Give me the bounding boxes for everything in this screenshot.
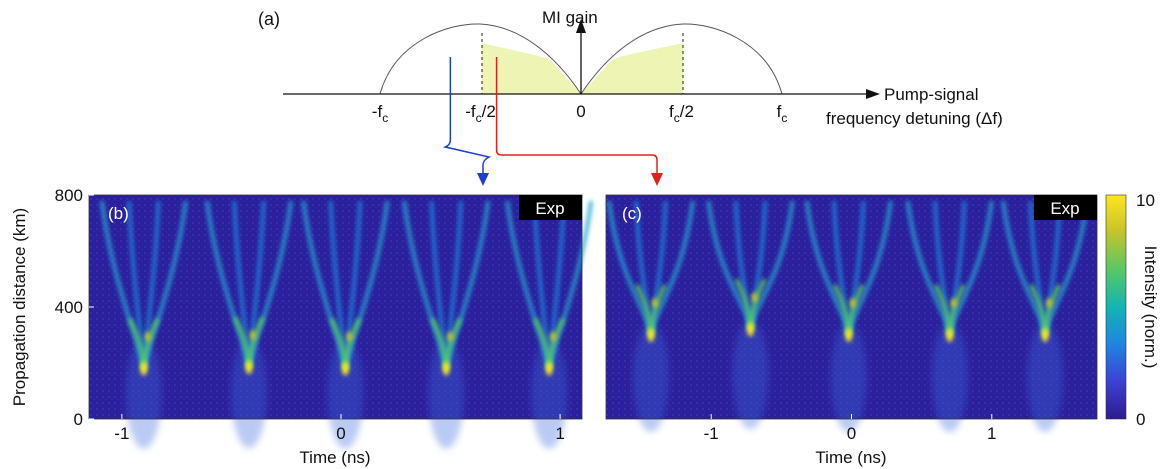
secondary-peak-4 — [1046, 298, 1053, 308]
mi-gain-shaded-band — [482, 43, 683, 94]
x-axis-label-b: Time (ns) — [299, 448, 370, 467]
detuning-tick-0: -fc — [372, 102, 388, 125]
mi-gain-curve-right — [580, 23, 783, 95]
glow-2 — [830, 322, 867, 432]
x-tick-label-0: -1 — [704, 424, 719, 443]
axes-c: -1 0 1 — [704, 414, 997, 443]
gain-axis-arrow-icon — [576, 19, 586, 33]
glow-1 — [230, 338, 267, 449]
filament-0-3 — [648, 200, 695, 336]
detuning-tick-4: fc — [777, 102, 788, 125]
focus-point-4 — [545, 361, 553, 376]
panel-label-b: (b) — [108, 204, 129, 223]
glow-3 — [931, 322, 968, 432]
panel-label-c: (c) — [622, 204, 642, 223]
detuning-tick-1: -fc/2 — [465, 102, 496, 125]
focus-point-0 — [647, 328, 655, 342]
glow-0 — [632, 322, 669, 432]
mi-gain-curve-left — [379, 23, 582, 95]
focus-point-2 — [845, 328, 853, 342]
y-tick-label-2: 800 — [55, 186, 83, 205]
marker-connector-b — [442, 130, 492, 175]
glow-4 — [531, 338, 568, 449]
filament-4-3 — [1043, 200, 1090, 336]
x-tick-label-1: 0 — [847, 424, 856, 443]
y-axis-label: Propagation distance (km) — [10, 208, 29, 406]
mi-gain-schematic: (a) MI gain Pump-signal frequency detuni… — [258, 8, 1003, 186]
x-axis-label-c: Time (ns) — [815, 448, 886, 467]
detuning-axis-label-2: frequency detuning (Δf) — [826, 109, 1003, 128]
colorbar-gradient — [1105, 194, 1127, 420]
x-tick-label-1: 0 — [336, 424, 345, 443]
filament-1-3 — [748, 200, 795, 330]
secondary-peak-0 — [144, 331, 151, 342]
focus-point-2 — [341, 361, 349, 376]
panel-label-a: (a) — [258, 9, 280, 29]
filament-2-3 — [846, 200, 893, 336]
filament-3-3 — [947, 200, 994, 336]
secondary-peak-2 — [849, 298, 856, 308]
marker-arrow-c-icon — [651, 173, 663, 186]
colorbar-tick-0: 0 — [1136, 410, 1145, 429]
x-tick-label-0: -1 — [114, 424, 129, 443]
secondary-peak-0 — [651, 298, 658, 308]
detuning-tick-labels: -fc -fc/2 0 fc/2 fc — [372, 102, 788, 125]
colorbar-tick-1: 10 — [1136, 191, 1155, 210]
detuning-axis-label-1: Pump-signal — [884, 85, 979, 104]
marker-connector-c — [495, 130, 658, 175]
pump-markers — [442, 57, 663, 186]
exp-badge-b-label: Exp — [535, 199, 564, 218]
glow-3 — [428, 338, 465, 449]
colorbar-ticks: 0 10 — [1136, 191, 1155, 429]
glow-4 — [1027, 322, 1064, 432]
glow-2 — [327, 338, 364, 449]
secondary-peak-4 — [550, 331, 557, 342]
detuning-tick-2: 0 — [576, 102, 585, 121]
heatmap-b: (b) Exp -1 0 1 0 400 800 Time (ns) Propagatio… — [10, 186, 594, 467]
secondary-peak-2 — [346, 331, 353, 342]
colorbar: 0 10 Intensity (norm.) — [1105, 191, 1160, 429]
colorbar-label: Intensity (norm.) — [1141, 246, 1160, 369]
secondary-peak-3 — [950, 298, 957, 308]
secondary-peak-3 — [447, 331, 454, 342]
gain-axis-label: MI gain — [542, 8, 598, 27]
marker-arrow-b-icon — [477, 173, 489, 186]
detuning-axis-arrow-icon — [866, 89, 880, 99]
y-tick-label-0: 0 — [74, 410, 83, 429]
exp-badge-c-label: Exp — [1050, 199, 1079, 218]
focus-point-4 — [1041, 328, 1049, 342]
glow-1 — [732, 319, 769, 430]
filaments-b — [99, 200, 594, 449]
focus-point-1 — [245, 360, 253, 375]
focus-point-1 — [746, 322, 754, 337]
focus-point-3 — [442, 361, 450, 376]
axes-b: -1 0 1 0 400 800 — [55, 186, 565, 443]
secondary-peak-1 — [249, 330, 256, 341]
exp-badge-c — [1034, 195, 1097, 220]
secondary-peak-1 — [751, 292, 758, 303]
glow-0 — [125, 338, 162, 449]
filaments-c — [606, 200, 1090, 432]
focus-point-0 — [140, 361, 148, 376]
x-tick-label-2: 1 — [555, 424, 564, 443]
y-tick-label-1: 400 — [55, 298, 83, 317]
x-tick-label-2: 1 — [987, 424, 996, 443]
focus-point-3 — [946, 328, 954, 342]
heatmap-c: (c) Exp -1 0 1 Time (ns) — [605, 194, 1098, 467]
detuning-tick-3: fc/2 — [669, 102, 694, 125]
exp-badge-b — [519, 195, 582, 220]
